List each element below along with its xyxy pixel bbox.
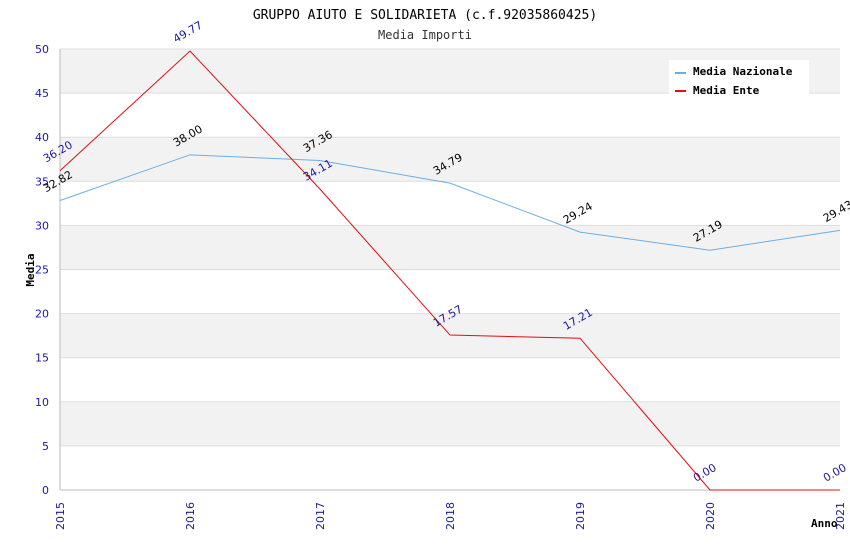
y-axis-title: Media [24, 253, 37, 286]
y-tick-label: 40 [35, 131, 49, 144]
grid-band [60, 269, 840, 314]
grid-band [60, 137, 840, 182]
y-tick-label: 35 [35, 175, 49, 188]
x-tick-label: 2020 [704, 502, 717, 530]
legend-label-media-ente: Media Ente [693, 84, 760, 97]
grid-band [60, 357, 840, 402]
y-tick-label: 30 [35, 219, 49, 232]
x-axis-title: Anno [811, 517, 838, 530]
y-tick-label: 0 [42, 484, 49, 497]
legend-label-media-nazionale: Media Nazionale [693, 65, 793, 78]
grid-band [60, 313, 840, 358]
y-tick-labels: 0 5 10 15 20 25 30 35 40 45 50 [35, 43, 49, 497]
y-tick-label: 15 [35, 352, 49, 365]
data-label: 49.77 [171, 19, 205, 46]
grid-bands [60, 49, 840, 490]
x-tick-label: 2021 [834, 502, 847, 530]
series-lines [59, 50, 841, 491]
grid-band [60, 225, 840, 270]
series-line-media-nazionale [59, 154, 841, 251]
legend-box [669, 60, 809, 97]
x-tick-label: 2017 [314, 502, 327, 530]
y-tick-label: 5 [42, 440, 49, 453]
grid-band [60, 93, 840, 138]
x-tick-label: 2016 [184, 502, 197, 530]
grid-band [60, 445, 840, 490]
series-line-media-ente [59, 50, 840, 491]
chart-title: GRUPPO AIUTO E SOLIDARIETA (c.f.92035860… [253, 8, 597, 23]
y-tick-label: 20 [35, 308, 49, 321]
y-tick-label: 45 [35, 87, 49, 100]
x-tick-label: 2018 [444, 502, 457, 530]
y-tick-label: 10 [35, 396, 49, 409]
grid-band [60, 181, 840, 226]
x-tick-labels: 2015 2016 2017 2018 2019 2020 2021 [54, 502, 847, 530]
chart-subtitle: Media Importi [378, 28, 472, 42]
x-tick-label: 2019 [574, 502, 587, 530]
x-tick-label: 2015 [54, 502, 67, 530]
y-tick-label: 25 [35, 264, 49, 277]
legend: Media Nazionale Media Ente [669, 60, 809, 97]
y-tick-label: 50 [35, 43, 49, 56]
grid-band [60, 401, 840, 446]
